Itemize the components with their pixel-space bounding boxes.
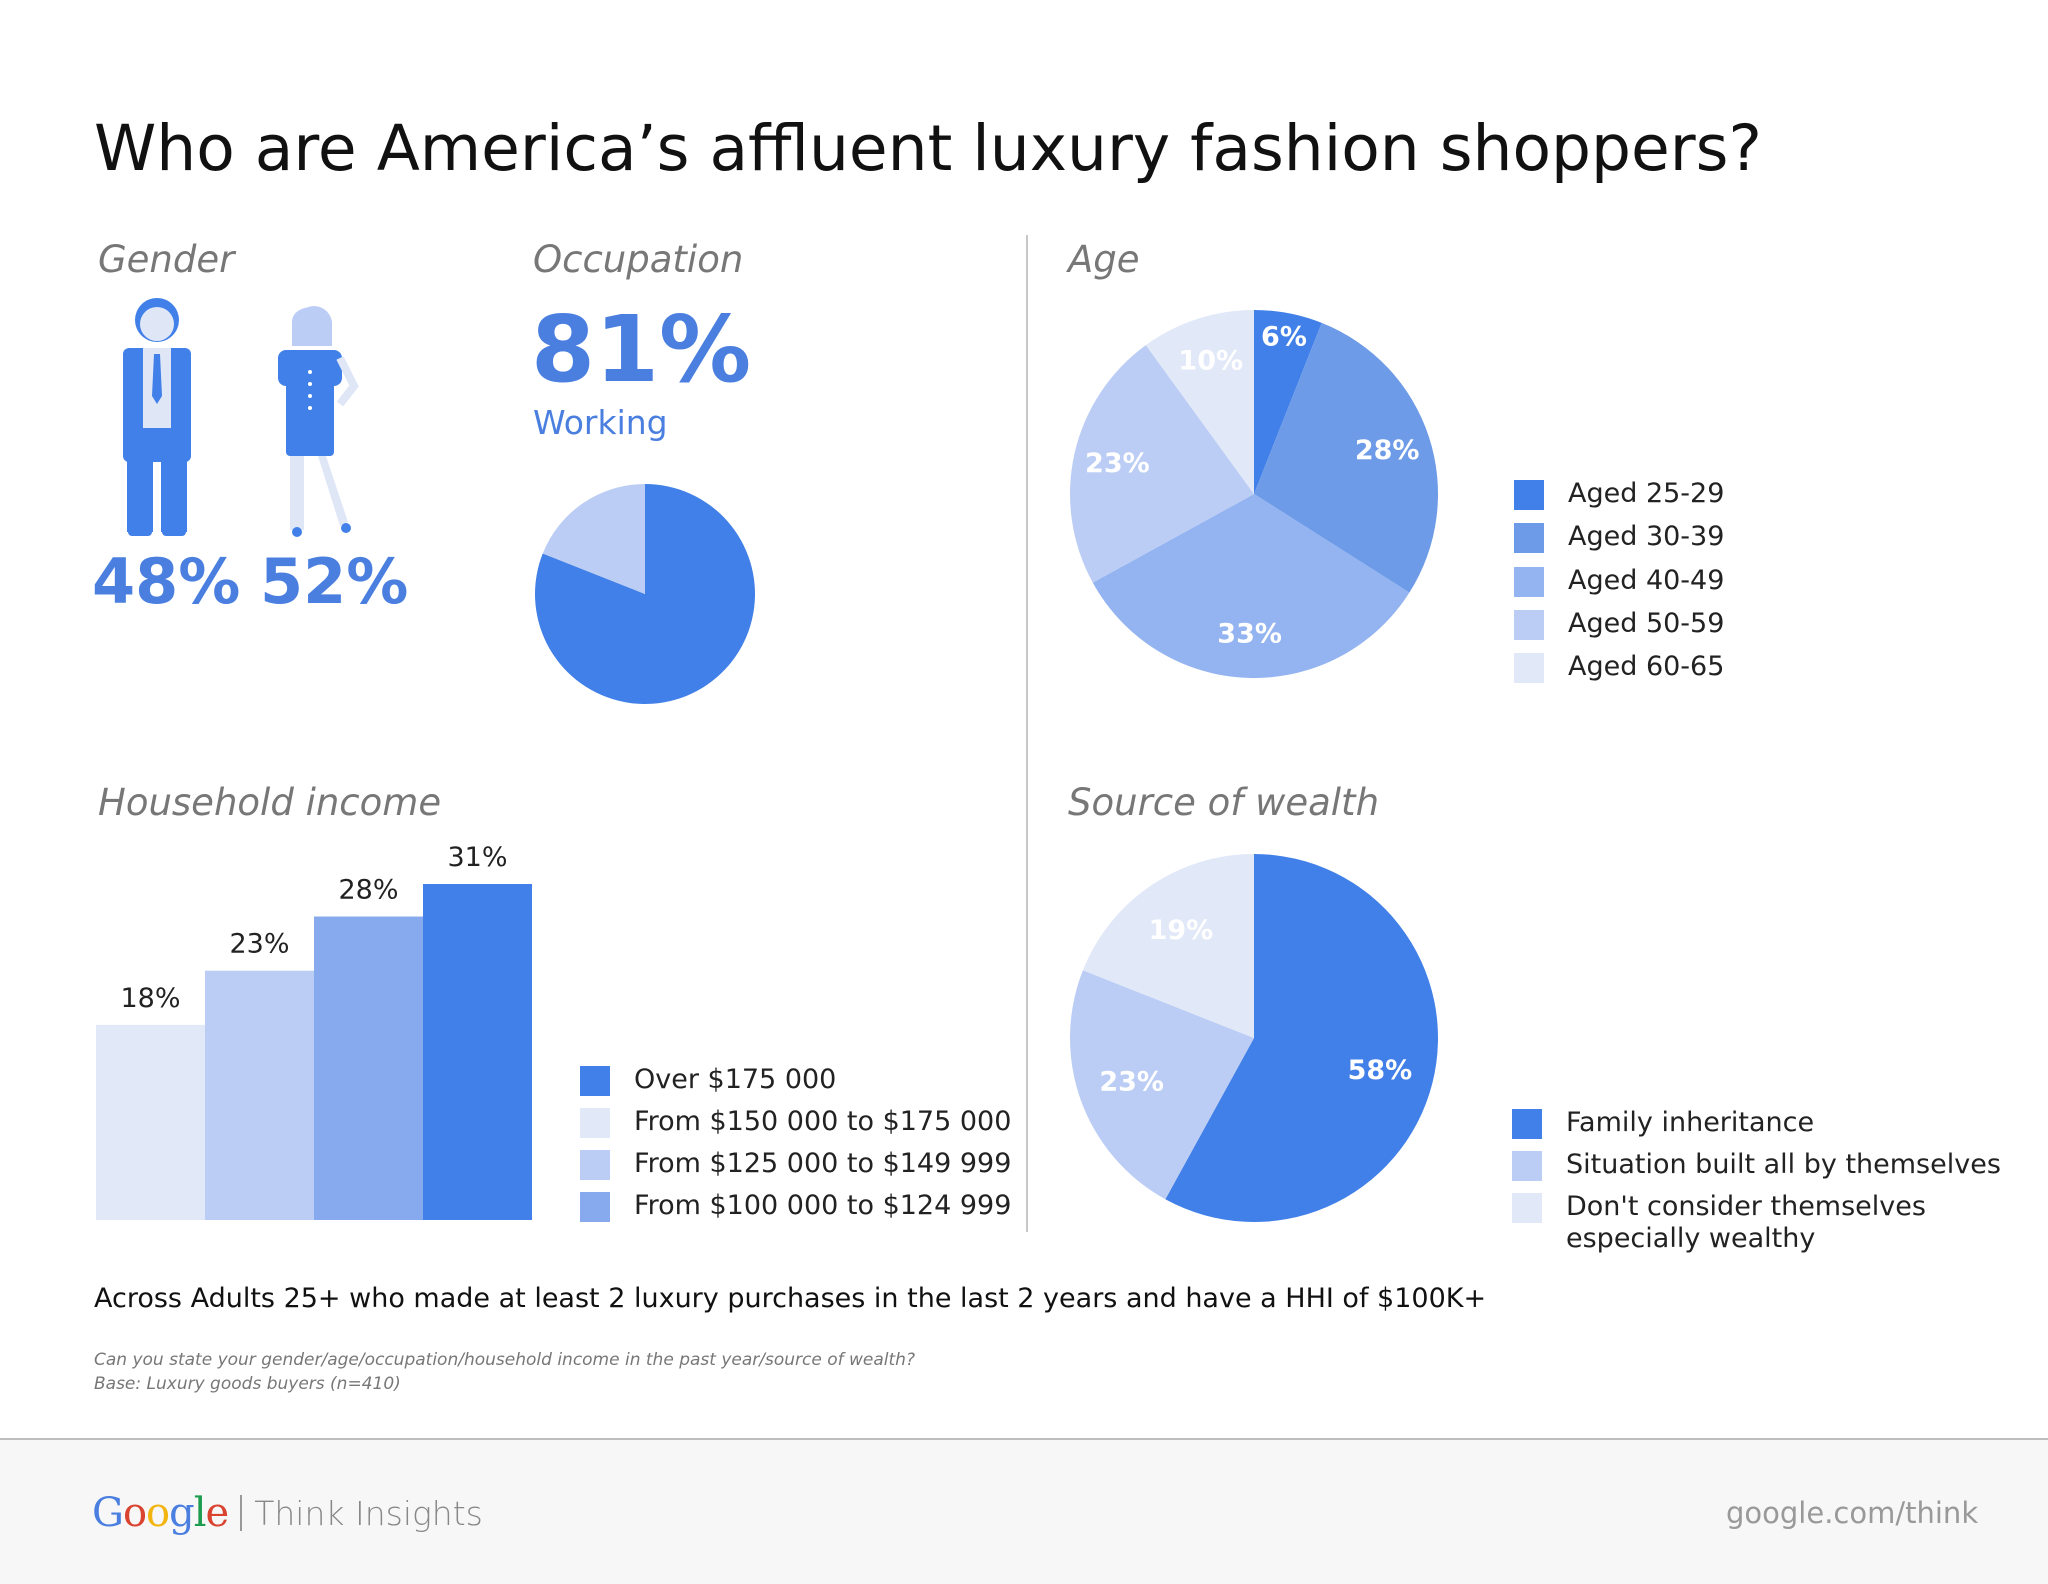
income-bar: [96, 1024, 205, 1220]
legend-item-wealth-inheritance: Family inheritance: [1512, 1107, 1814, 1139]
occupation-pie-chart: [535, 484, 755, 704]
pie-slice: [542, 484, 645, 594]
legend-swatch: [1512, 1109, 1542, 1139]
legend-label: From $100 000 to $124 999: [634, 1190, 1012, 1221]
legend-label: Aged 30-39: [1568, 521, 1725, 552]
legend-item-income-125-149: From $125 000 to $149 999: [580, 1148, 1011, 1180]
male-percentage: 48%: [92, 545, 241, 618]
google-logo: Google: [92, 1490, 229, 1536]
pie-slice: [1145, 310, 1254, 494]
income-heading: Household income: [98, 781, 442, 824]
legend-item-income-over-175: Over $175 000: [580, 1064, 836, 1096]
legend-swatch: [580, 1192, 610, 1222]
bar-data-label: 31%: [447, 842, 507, 873]
legend-label: Don't consider themselves especially wea…: [1566, 1191, 1926, 1254]
legend-item-age-30-39: Aged 30-39: [1514, 521, 1724, 553]
legend-swatch: [1514, 523, 1544, 553]
legend-swatch: [1514, 567, 1544, 597]
bar-data-label: 23%: [229, 929, 289, 960]
legend-label: Aged 25-29: [1568, 478, 1725, 509]
legend-swatch: [1514, 610, 1544, 640]
bar-data-label: 28%: [338, 875, 398, 906]
income-bar: [314, 916, 423, 1220]
legend-swatch: [1512, 1193, 1542, 1223]
occupation-label: Working: [533, 403, 668, 442]
pie-slice: [1165, 854, 1438, 1222]
pie-slice: [1082, 854, 1254, 1038]
pie-data-label: 6%: [1261, 321, 1307, 352]
occupation-percentage: 81%: [531, 296, 752, 403]
income-bar: [205, 970, 314, 1220]
legend-label: Aged 60-65: [1568, 651, 1725, 682]
pie-data-label: 58%: [1348, 1055, 1413, 1086]
legend-item-wealth-self-built: Situation built all by themselves: [1512, 1149, 2001, 1181]
pie-slice: [1254, 322, 1438, 593]
pie-slice: [1254, 310, 1322, 494]
legend-label: From $125 000 to $149 999: [634, 1148, 1012, 1179]
legend-label: From $150 000 to $175 000: [634, 1106, 1012, 1137]
legend-item-age-25-29: Aged 25-29: [1514, 478, 1724, 510]
legend-swatch: [1512, 1151, 1542, 1181]
pie-slice: [1070, 970, 1254, 1200]
legend-label: Over $175 000: [634, 1064, 837, 1095]
fine-print-base: Base: Luxury goods buyers (n=410): [94, 1374, 401, 1394]
female-percentage: 52%: [260, 545, 409, 618]
male-figure-icon: [123, 298, 191, 536]
gender-heading: Gender: [98, 238, 235, 281]
income-bar-chart: 18% 23% 28% 31%: [96, 842, 532, 1220]
legend-item-income-100-124: From $100 000 to $124 999: [580, 1190, 1011, 1222]
pie-slice: [1092, 494, 1410, 678]
legend-swatch: [580, 1066, 610, 1096]
bar-data-label: 18%: [120, 983, 180, 1014]
pie-data-label: 23%: [1099, 1067, 1164, 1098]
legend-swatch: [1514, 480, 1544, 510]
footer: Google Think Insights google.com/think: [0, 1438, 2048, 1584]
footer-url: google.com/think: [1726, 1496, 1979, 1530]
legend-label: Aged 50-59: [1568, 608, 1725, 639]
age-heading: Age: [1068, 238, 1140, 281]
wealth-pie-chart: 58% 23% 19%: [1070, 854, 1438, 1222]
page-title: Who are America’s affluent luxury fashio…: [94, 112, 1762, 185]
footer-separator: [240, 1495, 243, 1531]
wealth-heading: Source of wealth: [1068, 781, 1380, 824]
legend-item-age-40-49: Aged 40-49: [1514, 565, 1724, 597]
section-divider: [1026, 235, 1028, 1232]
legend-label: Family inheritance: [1566, 1107, 1815, 1138]
legend-label: Aged 40-49: [1568, 565, 1725, 596]
legend-swatch: [580, 1150, 610, 1180]
legend-item-age-60-65: Aged 60-65: [1514, 651, 1724, 683]
female-figure-icon: [278, 306, 359, 537]
footer-brand: Google Think Insights: [92, 1490, 483, 1536]
pie-data-label: 23%: [1085, 448, 1150, 479]
pie-slice: [1070, 345, 1254, 583]
occupation-heading: Occupation: [533, 238, 744, 281]
legend-swatch: [580, 1108, 610, 1138]
pie-data-label: 19%: [1149, 915, 1214, 946]
pie-data-label: 28%: [1355, 435, 1420, 466]
pie-data-label: 33%: [1217, 618, 1282, 649]
think-insights-label: Think Insights: [254, 1493, 483, 1533]
pie-data-label: 10%: [1178, 345, 1243, 376]
survey-note: Across Adults 25+ who made at least 2 lu…: [94, 1283, 1487, 1314]
fine-print-question: Can you state your gender/age/occupation…: [94, 1350, 915, 1370]
legend-item-income-150-175: From $150 000 to $175 000: [580, 1106, 1011, 1138]
legend-swatch: [1514, 653, 1544, 683]
legend-item-wealth-not-wealthy: Don't consider themselves especially wea…: [1512, 1191, 1932, 1255]
age-pie-chart: 6% 28% 33% 23% 10%: [1070, 310, 1438, 678]
income-bar: [423, 884, 532, 1220]
legend-label: Situation built all by themselves: [1566, 1149, 2001, 1180]
legend-item-age-50-59: Aged 50-59: [1514, 608, 1724, 640]
